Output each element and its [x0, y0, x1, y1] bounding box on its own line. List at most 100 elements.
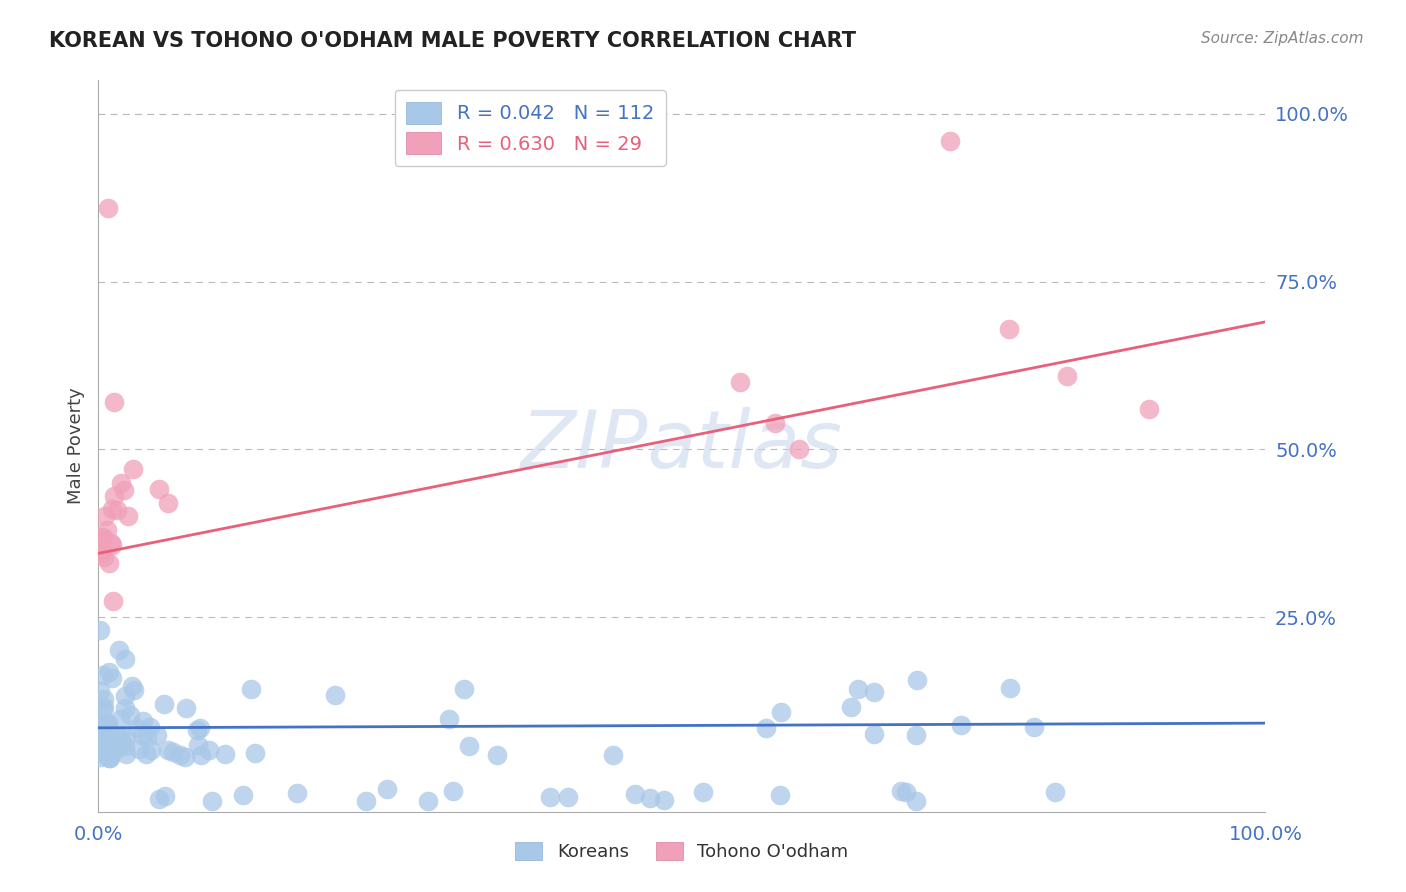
Point: [437, 712, 460, 726]
Point: [730, 376, 752, 390]
Point: [94, 734, 117, 748]
Point: [139, 720, 162, 734]
Point: [97, 665, 120, 679]
Point: [114, 689, 136, 703]
Point: [416, 793, 439, 807]
Point: [146, 728, 169, 742]
Point: [907, 673, 929, 687]
Point: [120, 707, 142, 722]
Point: [157, 742, 180, 756]
Point: [114, 739, 136, 754]
Point: [232, 788, 254, 802]
Point: [190, 747, 212, 762]
Y-axis label: Male Poverty: Male Poverty: [66, 388, 84, 504]
Point: [200, 794, 222, 808]
Point: [97, 201, 120, 215]
Point: [93, 740, 115, 755]
Point: [939, 134, 962, 148]
Point: [135, 747, 157, 761]
Point: [89, 740, 111, 755]
Point: [354, 794, 377, 808]
Point: [90, 749, 112, 764]
Point: [98, 750, 121, 764]
Point: [114, 652, 136, 666]
Point: [441, 784, 464, 798]
Point: [997, 321, 1019, 335]
Point: [89, 716, 111, 731]
Point: [155, 789, 177, 803]
Point: [108, 730, 131, 744]
Point: [905, 728, 928, 742]
Point: [157, 496, 180, 510]
Point: [174, 750, 197, 764]
Point: [240, 682, 263, 697]
Point: [124, 682, 146, 697]
Point: [162, 745, 184, 759]
Point: [197, 742, 219, 756]
Point: [894, 785, 917, 799]
Point: [148, 792, 170, 806]
Point: [323, 688, 346, 702]
Point: [998, 681, 1021, 696]
Point: [889, 783, 911, 797]
Point: [105, 502, 128, 516]
Point: [1024, 720, 1046, 734]
Point: [153, 697, 176, 711]
Point: [692, 784, 714, 798]
Point: [97, 715, 120, 730]
Point: [108, 712, 131, 726]
Point: [103, 395, 125, 409]
Point: [174, 701, 197, 715]
Point: [243, 746, 266, 760]
Point: [214, 747, 236, 762]
Point: [110, 736, 132, 750]
Point: [94, 738, 117, 752]
Point: [135, 730, 157, 744]
Point: [839, 699, 862, 714]
Point: [93, 691, 115, 706]
Point: [98, 751, 121, 765]
Point: [104, 735, 127, 749]
Point: [93, 721, 115, 735]
Point: [93, 702, 115, 716]
Point: [458, 739, 481, 753]
Point: [128, 742, 150, 756]
Point: [104, 743, 127, 757]
Point: [114, 701, 136, 715]
Point: [90, 543, 112, 558]
Point: [131, 728, 153, 742]
Point: [91, 530, 114, 544]
Point: [486, 748, 509, 763]
Point: [93, 699, 115, 714]
Point: [100, 536, 122, 550]
Point: [93, 745, 115, 759]
Point: [375, 781, 398, 796]
Legend: Koreans, Tohono O'odham: Koreans, Tohono O'odham: [508, 835, 856, 869]
Point: [112, 483, 135, 497]
Point: [121, 679, 143, 693]
Point: [91, 667, 114, 681]
Point: [107, 731, 129, 745]
Point: [125, 721, 148, 735]
Point: [90, 531, 112, 545]
Point: [1137, 402, 1160, 417]
Point: [90, 741, 112, 756]
Point: [1043, 785, 1066, 799]
Point: [110, 737, 132, 751]
Point: [103, 594, 125, 608]
Point: [108, 643, 131, 657]
Point: [846, 681, 869, 696]
Point: [94, 509, 117, 524]
Point: [652, 793, 675, 807]
Point: [110, 475, 132, 490]
Point: [93, 549, 115, 564]
Point: [103, 489, 125, 503]
Point: [90, 546, 112, 560]
Point: [89, 739, 111, 754]
Point: [115, 747, 138, 761]
Point: [101, 730, 124, 744]
Point: [768, 788, 790, 802]
Point: [89, 742, 111, 756]
Point: [105, 729, 128, 743]
Point: [101, 671, 124, 685]
